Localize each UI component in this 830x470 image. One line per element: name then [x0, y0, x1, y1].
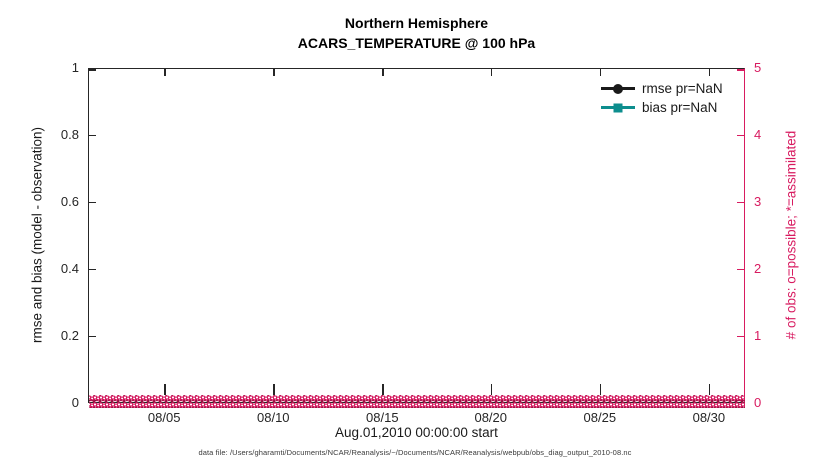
- x-tick-mark-top: [164, 69, 166, 76]
- right-y-tick-mark: [737, 69, 744, 71]
- left-y-tick-mark: [89, 134, 96, 136]
- legend-item-label: rmse pr=NaN: [642, 81, 723, 96]
- left-y-tick-label: 0: [71, 395, 79, 410]
- x-tick-mark-bottom: [164, 384, 166, 395]
- right-y-tick-mark: [737, 134, 744, 136]
- legend-circle-marker-icon: [613, 83, 623, 94]
- right-y-tick-label: 4: [754, 127, 762, 142]
- legend-item: bias pr=NaN: [601, 98, 723, 117]
- left-y-tick-mark: [89, 201, 96, 203]
- legend-item-label: bias pr=NaN: [642, 100, 718, 115]
- right-y-tick-mark: [737, 201, 744, 203]
- x-tick-mark-bottom: [599, 384, 602, 395]
- chart-title: Northern Hemisphere ACARS_TEMPERATURE @ …: [88, 13, 745, 53]
- left-y-tick-label: 0.6: [60, 194, 79, 209]
- x-tick-label: 08/05: [147, 410, 181, 425]
- right-y-axis-label: # of obs: o=possible; *=assimilated: [783, 130, 799, 340]
- right-y-tick-label: 0: [754, 395, 762, 410]
- x-tick-label: 08/30: [692, 410, 726, 425]
- x-tick-label: 08/15: [366, 410, 399, 425]
- data-file-caption: data file: /Users/gharamti/Documents/NCA…: [198, 448, 632, 457]
- left-y-tick-label: 0.8: [60, 127, 79, 142]
- right-y-tick-label: 3: [754, 194, 762, 209]
- legend-line-sample: [601, 83, 635, 94]
- x-tick-mark-top: [273, 69, 275, 76]
- left-y-tick-label: 0.4: [60, 261, 79, 276]
- x-axis-label: Aug.01,2010 00:00:00 start: [335, 425, 498, 440]
- legend-line-sample: [601, 103, 635, 112]
- legend: rmse pr=NaN bias pr=NaN: [601, 79, 723, 117]
- x-tick-mark-bottom: [708, 384, 711, 395]
- x-tick-mark-bottom: [490, 384, 493, 395]
- x-tick-mark-top: [490, 69, 493, 76]
- right-y-tick-label: 1: [754, 328, 762, 343]
- x-tick-label: 08/25: [583, 410, 617, 425]
- left-y-tick-mark: [89, 69, 96, 71]
- right-y-tick-label: 5: [754, 60, 762, 75]
- left-y-tick-mark: [89, 335, 96, 337]
- x-tick-mark-bottom: [382, 384, 384, 395]
- chart-title-line2: ACARS_TEMPERATURE @ 100 hPa: [297, 35, 536, 51]
- right-y-tick-label: 2: [754, 261, 762, 276]
- x-tick-mark-top: [599, 69, 602, 76]
- legend-square-marker-icon: [613, 103, 623, 112]
- obs-count-marker-band: [89, 395, 745, 408]
- legend-item: rmse pr=NaN: [601, 79, 723, 98]
- x-tick-label: 08/20: [474, 410, 508, 425]
- left-y-tick-mark: [89, 268, 96, 270]
- chart-title-line1: Northern Hemisphere: [344, 15, 489, 31]
- x-tick-mark-bottom: [273, 384, 275, 395]
- left-y-axis-label: rmse and bias (model - observation): [29, 126, 45, 344]
- left-y-tick-label: 0.2: [60, 328, 79, 343]
- x-tick-mark-top: [382, 69, 384, 76]
- right-y-tick-mark: [737, 335, 744, 337]
- x-tick-label: 08/10: [256, 410, 290, 425]
- plot-area: [88, 68, 745, 408]
- left-y-tick-label: 1: [71, 60, 79, 75]
- x-tick-mark-top: [708, 69, 711, 76]
- right-y-tick-mark: [737, 268, 744, 270]
